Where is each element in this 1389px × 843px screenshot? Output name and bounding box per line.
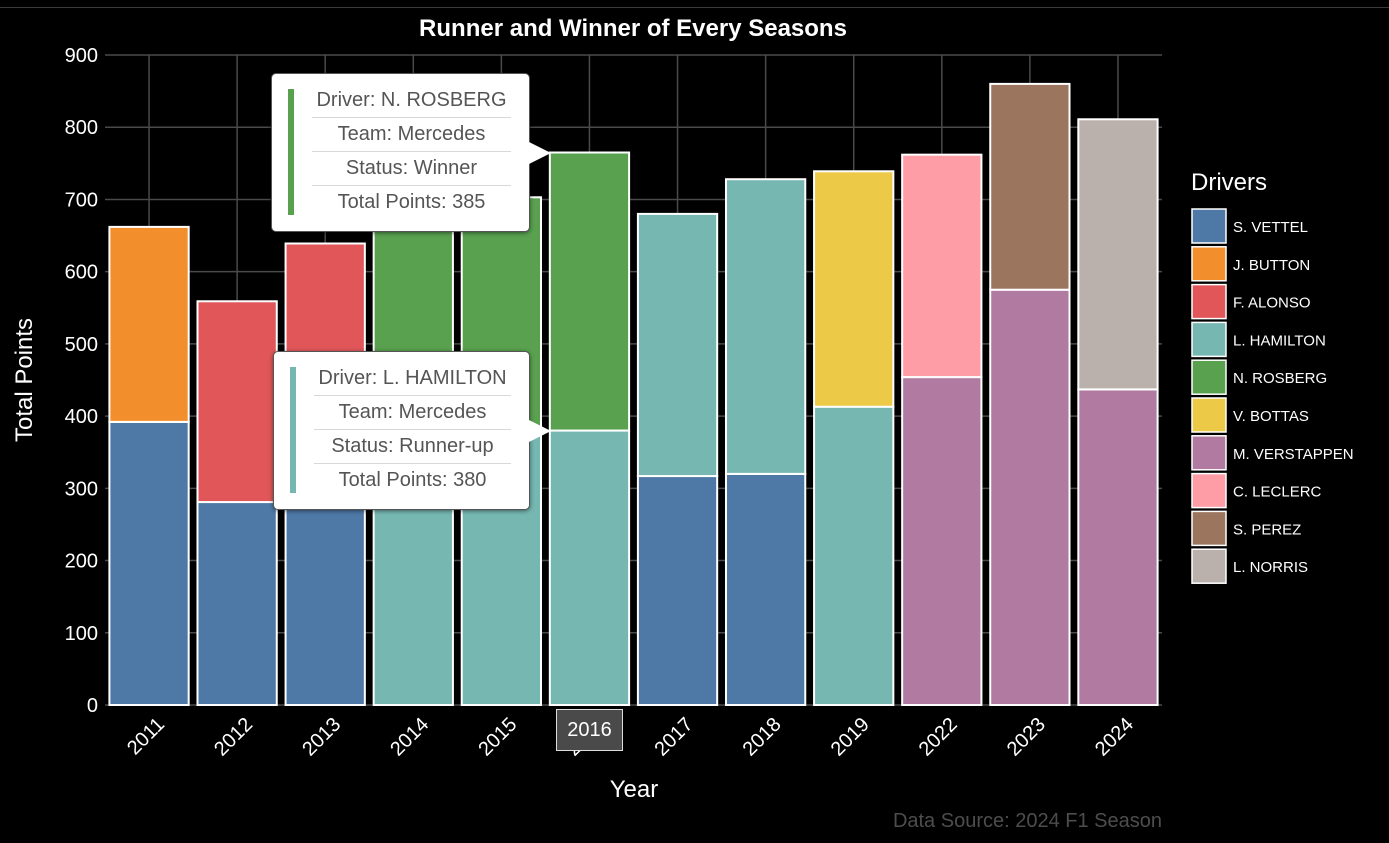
bar-segment-winner [108, 225, 190, 423]
x-tick-label: 2012 [210, 713, 257, 760]
legend-swatch [1191, 435, 1227, 471]
x-axis-label: Year [610, 776, 659, 803]
y-tick-label: 300 [65, 478, 98, 500]
runner-color-stripe [290, 367, 296, 493]
x-tick-group: 2024 [1091, 713, 1138, 760]
legend-swatch [1191, 208, 1227, 244]
legend-swatch [1191, 283, 1227, 320]
x-tick-label: 2011 [123, 713, 169, 759]
runner-driver-line: Driver: L. HAMILTON [314, 362, 511, 396]
x-axis: 2011201220132014201520162017201820192022… [123, 713, 1138, 760]
y-axis: 0 100 200 300 400 500 600 700 800 900 [65, 45, 98, 717]
bar-segment-runner [108, 420, 190, 706]
y-axis-label: Total Points [11, 318, 38, 442]
y-tick-label: 900 [65, 45, 98, 67]
legend-label: M. VERSTAPPEN [1233, 446, 1354, 463]
bar-segment-runner [813, 405, 895, 706]
bar-segment-winner [196, 300, 278, 504]
legend-swatch [1191, 359, 1227, 395]
runner-tooltip: Driver: L. HAMILTON Team: Mercedes Statu… [273, 351, 551, 510]
x-tick-group: 2018 [739, 713, 786, 760]
legend: S. VETTEL J. BUTTON F. ALONSO L. HAMILTON N.… [1191, 208, 1354, 584]
bar-segment-runner [636, 475, 719, 706]
runner-team-line: Team: Mercedes [314, 396, 511, 430]
y-tick-label: 800 [65, 117, 98, 139]
bar-segment-winner [724, 178, 807, 475]
x-tick-group: 2019 [827, 713, 874, 760]
legend-label: S. PEREZ [1233, 521, 1301, 538]
x-tick-group: 2013 [298, 713, 345, 760]
bar-segment-winner [901, 153, 983, 379]
chart-title: Runner and Winner of Every Seasons [419, 15, 847, 42]
bar-segment-runner [901, 376, 983, 706]
legend-title: Drivers [1191, 169, 1267, 196]
x-tick-label: 2023 [1003, 713, 1050, 760]
bar-segment-winner [1077, 118, 1159, 391]
x-tick-group: 2012 [210, 713, 257, 760]
y-tick-label: 500 [65, 334, 98, 356]
bar-segment-runner [548, 429, 631, 706]
x-tick-label: 2015 [474, 713, 521, 760]
bars [108, 82, 1159, 706]
x-tick-label: 2013 [298, 713, 345, 760]
x-tick-label: 2018 [739, 713, 786, 760]
legend-swatch [1191, 321, 1227, 358]
bar-segment-winner [636, 212, 719, 478]
legend-label: L. HAMILTON [1233, 332, 1326, 349]
y-tick-label: 100 [65, 623, 98, 645]
y-tick-label: 0 [87, 695, 98, 717]
y-tick-label: 600 [65, 262, 98, 284]
legend-label: F. ALONSO [1233, 295, 1311, 312]
y-tick-label: 700 [65, 189, 98, 211]
y-tick-label: 400 [65, 406, 98, 428]
winner-color-stripe [288, 89, 294, 215]
x-tick-group: 2015 [474, 713, 521, 760]
bar-segment-runner [1077, 388, 1159, 706]
legend-swatch [1191, 510, 1227, 547]
y-tick-label: 200 [65, 551, 98, 573]
winner-points-line: Total Points: 385 [337, 191, 486, 213]
legend-swatch [1191, 472, 1227, 509]
legend-swatch [1191, 397, 1227, 433]
bar-segment-winner [989, 82, 1071, 291]
x-tick-group: 2023 [1003, 713, 1050, 760]
winner-status-line: Status: Winner [312, 152, 511, 186]
x-tick-group: 2011 [123, 713, 169, 759]
x-tick-group: 2022 [915, 713, 962, 760]
winner-driver-line: Driver: N. ROSBERG [312, 84, 511, 118]
legend-swatch [1191, 246, 1227, 282]
x-axis-hover-label: 2016 [556, 709, 623, 751]
legend-label: S. VETTEL [1233, 219, 1308, 236]
x-tick-label: 2019 [827, 713, 874, 760]
x-tick-label: 2017 [651, 713, 698, 760]
legend-label: N. ROSBERG [1233, 370, 1327, 387]
legend-swatch [1191, 548, 1227, 584]
x-tick-label: 2022 [915, 713, 962, 760]
x-tick-label: 2014 [386, 713, 433, 760]
bar-segment-winner [813, 170, 895, 408]
data-source-caption: Data Source: 2024 F1 Season [893, 810, 1162, 832]
winner-tooltip-arrow [529, 142, 551, 164]
bar-segment-runner [196, 501, 278, 706]
legend-label: V. BOTTAS [1233, 408, 1309, 425]
runner-points-line: Total Points: 380 [338, 469, 487, 491]
x-tick-group: 2017 [651, 713, 698, 760]
legend-label: J. BUTTON [1233, 257, 1310, 274]
runner-tooltip-arrow [529, 420, 551, 442]
legend-label: C. LECLERC [1233, 484, 1322, 501]
winner-team-line: Team: Mercedes [312, 118, 511, 152]
winner-tooltip: Driver: N. ROSBERG Team: Mercedes Status… [271, 73, 551, 232]
x-tick-label: 2024 [1091, 713, 1138, 760]
x-tick-group: 2014 [386, 713, 433, 760]
bar-segment-runner [989, 288, 1071, 706]
runner-status-line: Status: Runner-up [314, 430, 511, 464]
top-border [0, 7, 1389, 8]
legend-label: L. NORRIS [1233, 559, 1308, 576]
bar-segment-runner [724, 472, 807, 706]
bar-segment-winner [548, 151, 631, 432]
